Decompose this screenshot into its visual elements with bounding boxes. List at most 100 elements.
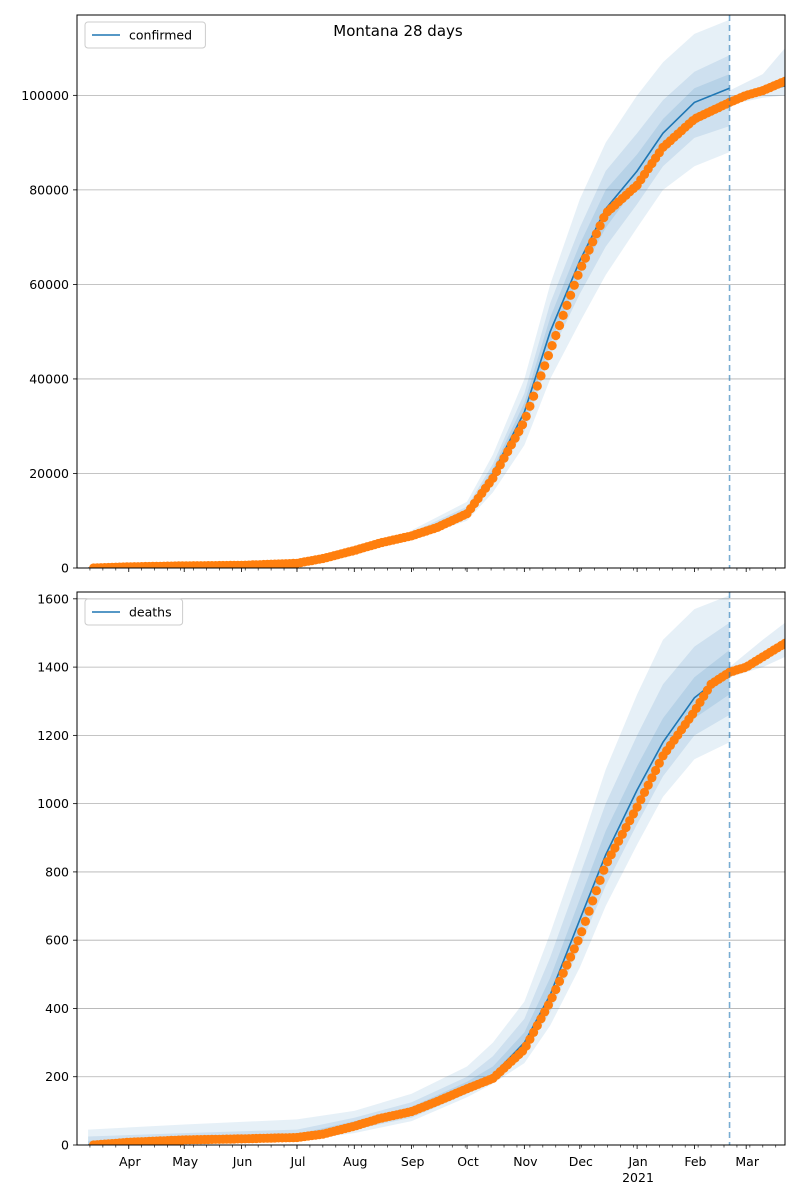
observed-point <box>529 391 539 401</box>
observed-point <box>636 795 646 805</box>
observed-point <box>602 857 613 867</box>
observed-point <box>558 968 568 978</box>
y-tick-label: 80000 <box>29 182 69 197</box>
legend-label: deaths <box>129 605 172 620</box>
observed-point <box>639 787 650 798</box>
observed-point <box>577 927 587 937</box>
y-tick-label: 100000 <box>21 88 69 103</box>
x-tick-label: May <box>172 1154 198 1169</box>
observed-point <box>562 960 572 970</box>
observed-point <box>647 773 657 783</box>
observed-point <box>551 984 561 995</box>
confirmed-panel: 0 20000 40000 60000 80000 100000 confirmed <box>21 14 786 576</box>
x-axis-year-label: 2021 <box>622 1170 654 1185</box>
y-tick-label: 20000 <box>29 466 69 481</box>
legend: deaths <box>84 598 184 626</box>
observed-point <box>621 822 631 833</box>
observed-point <box>599 865 609 875</box>
observed-point <box>536 371 546 381</box>
observed-point <box>521 1041 531 1051</box>
observed-point <box>643 780 653 790</box>
observed-point <box>566 290 576 300</box>
observed-point <box>584 906 594 916</box>
observed-point <box>510 433 520 443</box>
observed-point <box>517 420 528 430</box>
axes-frame <box>76 14 786 569</box>
observed-point <box>569 280 579 290</box>
observed-point <box>551 330 561 341</box>
observed-point <box>566 952 576 962</box>
observed-point <box>536 1014 546 1024</box>
x-tick-label: Mar <box>735 1154 759 1169</box>
axes-frame <box>76 591 786 1146</box>
y-tick-label: 600 <box>45 933 69 948</box>
observed-point <box>554 320 565 331</box>
observed-point <box>588 896 598 906</box>
observed-point <box>580 253 591 263</box>
observed-point <box>606 850 616 860</box>
observed-point <box>532 381 542 391</box>
x-tick-label: Jun <box>232 1154 253 1169</box>
plot-area <box>88 19 785 568</box>
x-tick-label: Nov <box>513 1154 538 1169</box>
observed-point <box>525 1034 535 1044</box>
observed-point <box>558 310 568 320</box>
observed-deaths-points <box>89 638 785 1145</box>
observed-point <box>569 944 579 954</box>
observed-point <box>495 460 505 470</box>
observed-point <box>595 221 605 231</box>
legend-label: confirmed <box>129 28 192 43</box>
y-tick-label: 800 <box>45 864 69 879</box>
observed-point <box>588 237 598 247</box>
observed-point <box>532 1020 542 1031</box>
observed-point <box>573 270 583 280</box>
observed-point <box>625 816 635 826</box>
x-tick-label: Apr <box>119 1154 141 1169</box>
observed-point <box>499 453 509 463</box>
y-tick-label: 1000 <box>37 796 69 811</box>
observed-point <box>628 809 639 819</box>
observed-point <box>780 76 785 86</box>
y-tick-label: 1400 <box>37 660 69 675</box>
observed-point <box>580 916 591 927</box>
observed-point <box>577 261 587 271</box>
y-tick-label: 1600 <box>37 591 69 606</box>
observed-point <box>543 1000 554 1010</box>
observed-point <box>614 836 624 846</box>
observed-point <box>780 638 785 648</box>
observed-point <box>488 473 498 483</box>
y-tick-label: 1200 <box>37 728 69 743</box>
y-tick-label: 200 <box>45 1069 69 1084</box>
y-tick-label: 60000 <box>29 277 69 292</box>
observed-point <box>521 411 531 421</box>
observed-point <box>632 802 642 812</box>
observed-point <box>503 446 513 457</box>
observed-point <box>573 936 583 946</box>
plot-area <box>88 595 785 1145</box>
y-tick-label: 0 <box>61 561 69 576</box>
observed-point <box>525 401 535 411</box>
x-tick-label: Dec <box>569 1154 593 1169</box>
x-tick-label: Jul <box>289 1154 305 1169</box>
y-tick-label: 400 <box>45 1001 69 1016</box>
observed-point <box>591 886 602 896</box>
observed-point <box>529 1027 539 1037</box>
x-tick-label: Aug <box>343 1154 367 1169</box>
observed-confirmed-points <box>89 76 785 568</box>
observed-point <box>547 341 557 351</box>
observed-point <box>514 426 524 437</box>
observed-point <box>540 361 550 371</box>
observed-point <box>617 829 627 840</box>
observed-point <box>610 843 620 853</box>
y-tick-label: 40000 <box>29 371 69 386</box>
observed-point <box>540 1007 550 1017</box>
x-tick-label: Sep <box>401 1154 425 1169</box>
x-tick-label: Feb <box>684 1154 706 1169</box>
legend: confirmed <box>84 21 206 49</box>
observed-point <box>547 993 557 1003</box>
x-axis: Apr May Jun Jul Aug Sep Oct Nov Dec Jan Feb Mar <box>119 1154 760 1169</box>
y-tick-label: 0 <box>61 1138 69 1153</box>
uncertainty-band-outer <box>411 19 730 540</box>
legend-box <box>84 598 184 626</box>
